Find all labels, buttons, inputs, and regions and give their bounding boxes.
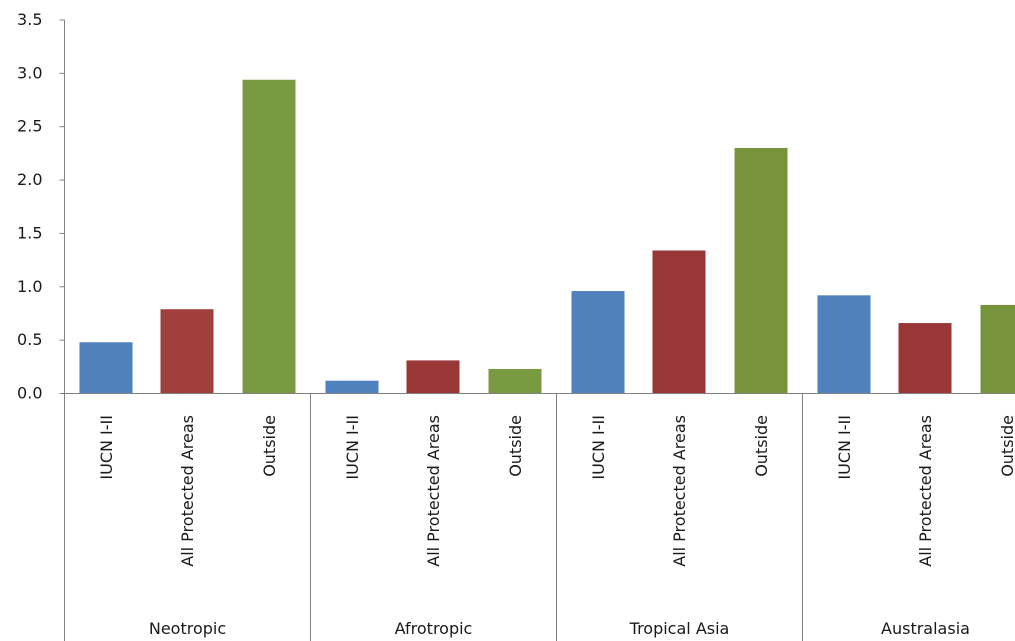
x-category-label: All Protected Areas [178,415,197,567]
y-tick-label: 2.0 [17,170,42,189]
x-category-label: IUCN I-II [589,415,608,480]
x-category-label: Outside [260,415,279,477]
bar [652,250,706,394]
x-group-label: Tropical Asia [629,619,730,638]
x-category-label: IUCN I-II [343,415,362,480]
x-category-label: All Protected Areas [670,415,689,567]
y-tick-label: 1.5 [17,223,42,242]
bar [242,79,296,394]
y-tick-label: 0.5 [17,330,42,349]
y-tick-label: 3.5 [17,10,42,29]
y-tick-label: 1.0 [17,277,42,296]
bar [406,360,460,394]
y-axis: 0.0 0.5 1.0 1.5 2.0 2.5 3.0 3.5 [17,10,65,641]
bar [325,380,379,394]
bar [160,309,214,394]
y-tick-label: 2.5 [17,117,42,136]
x-category-label: IUCN I-II [97,415,116,480]
x-axis: IUCN I-II All Protected Areas Outside Neotr… [64,393,1015,641]
y-tick-label: 0.0 [17,384,42,403]
x-category-label: IUCN I-II [835,415,854,480]
x-group-label: Afrotropic [395,619,473,638]
x-category-label: All Protected Areas [424,415,443,567]
bars [79,79,1015,394]
bar [488,368,542,394]
x-category-label: Outside [752,415,771,477]
bar [980,304,1015,394]
bar [79,342,133,394]
bar [817,295,871,394]
bar [734,148,788,394]
bar [571,291,625,394]
y-tick-label: 3.0 [17,63,42,82]
x-category-label: Outside [506,415,525,477]
x-category-label: All Protected Areas [916,415,935,567]
x-group-label: Australasia [881,619,970,638]
x-category-label: Outside [998,415,1015,477]
x-group-label: Neotropic [149,619,226,638]
bar [898,323,952,394]
